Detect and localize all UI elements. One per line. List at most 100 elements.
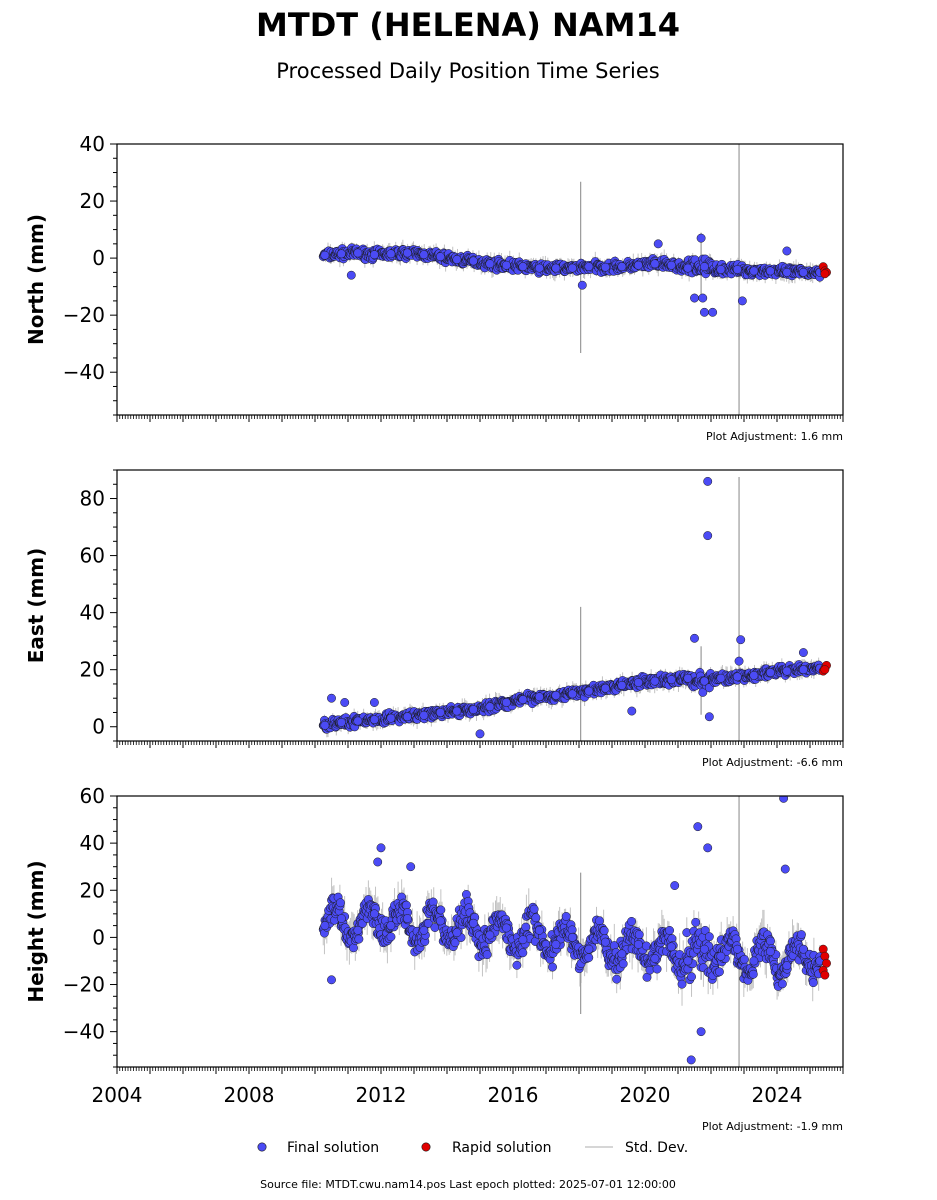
final-solution-point — [734, 656, 744, 666]
final-solution-point — [340, 698, 350, 707]
final-solution-point — [435, 252, 445, 262]
x-tick-label: 2008 — [224, 1083, 275, 1107]
final-solution-point — [452, 255, 462, 264]
x-tick-label: 2016 — [488, 1083, 539, 1107]
final-solution-point — [419, 925, 429, 935]
final-solution-point — [584, 686, 594, 696]
final-solution-point — [633, 940, 643, 949]
final-solution-point — [320, 250, 330, 260]
final-solution-point — [732, 672, 742, 682]
plot-adjustment-label: Plot Adjustment: -1.9 mm — [702, 1120, 843, 1133]
final-solution-point — [618, 959, 628, 969]
final-solution-point — [534, 925, 544, 935]
final-solution-point — [435, 916, 445, 926]
final-solution-point — [690, 633, 699, 643]
final-solution-point — [714, 967, 724, 977]
final-solution-point — [703, 476, 713, 486]
final-solution-point — [485, 259, 495, 269]
final-solution-point — [468, 705, 478, 715]
y-tick-label: −20 — [63, 303, 105, 327]
y-tick-label: 60 — [80, 784, 105, 808]
final-solution-point — [699, 944, 709, 954]
final-solution-point — [798, 267, 808, 277]
panel-frame — [116, 143, 844, 416]
final-solution-point — [567, 925, 577, 935]
final-solution-point — [518, 695, 528, 705]
final-solution-point — [423, 918, 433, 928]
final-solution-point — [600, 937, 610, 947]
final-solution-point — [518, 262, 528, 272]
final-solution-point — [765, 947, 775, 956]
figure-subtitle: Processed Daily Position Time Series — [276, 59, 660, 83]
plot-adjustment-label: Plot Adjustment: 1.6 mm — [706, 430, 843, 443]
final-solution-point — [501, 260, 511, 270]
final-solution-point — [798, 648, 808, 658]
final-solution-point — [749, 670, 759, 680]
final-solution-point — [737, 296, 747, 306]
final-solution-point — [796, 930, 806, 940]
y-tick-label: 80 — [80, 487, 105, 511]
x-tick-label: 2024 — [752, 1083, 803, 1107]
final-solution-point — [666, 675, 676, 685]
final-solution-point — [349, 943, 358, 953]
y-tick-label: 0 — [92, 246, 105, 270]
final-solution-point — [534, 263, 544, 273]
final-solution-point — [708, 307, 718, 317]
final-solution-point — [627, 916, 636, 926]
final-solution-point — [808, 978, 818, 988]
final-solution-point — [716, 265, 726, 274]
final-solution-point — [696, 1027, 706, 1037]
final-solution-point — [551, 263, 561, 273]
final-solution-point — [666, 942, 676, 952]
y-tick-label: 40 — [80, 601, 105, 625]
final-solution-point — [650, 259, 660, 269]
final-solution-point — [386, 249, 396, 259]
final-solution-point — [617, 680, 627, 690]
final-solution-point — [518, 948, 528, 958]
final-solution-point — [782, 666, 792, 676]
final-solution-point — [336, 718, 346, 727]
legend: Final solution Rapid solution Std. Dev. — [257, 1140, 688, 1156]
final-solution-point — [704, 712, 714, 722]
y-tick-label: 20 — [80, 189, 105, 213]
final-solution-point — [567, 263, 577, 273]
final-solution-point — [652, 964, 662, 974]
final-solution-point — [436, 905, 446, 915]
chart-panel-2: 0 20 40 60 80 East (mm) Plot Adjustment: -6.6 … — [24, 469, 844, 769]
legend-rapid-label: Rapid solution — [452, 1140, 552, 1156]
rapid-solution-point — [820, 970, 830, 980]
final-solution-point — [736, 635, 746, 645]
final-solution-point — [716, 951, 726, 961]
final-solution-point — [369, 715, 379, 725]
y-tick-label: −40 — [63, 360, 105, 384]
final-solution-point — [687, 972, 696, 982]
final-solution-point — [782, 246, 792, 256]
legend-rapid-marker — [421, 1142, 431, 1152]
final-solution-point — [698, 687, 708, 697]
final-solution-point — [512, 960, 522, 970]
final-solution-point — [376, 843, 386, 853]
final-solution-point — [567, 689, 577, 699]
final-solution-point — [677, 979, 687, 989]
final-solution-point — [782, 267, 792, 277]
final-solution-point — [699, 262, 709, 272]
final-solution-point — [402, 712, 412, 722]
plot-area — [318, 476, 831, 741]
final-solution-point — [686, 1055, 696, 1065]
final-solution-point — [700, 925, 710, 935]
final-solution-point — [468, 918, 478, 928]
final-solution-point — [353, 925, 363, 935]
final-solution-point — [704, 932, 714, 942]
final-solution-point — [749, 956, 759, 966]
final-solution-point — [584, 953, 594, 963]
final-solution-point — [766, 936, 775, 946]
final-solution-point — [406, 862, 416, 872]
y-tick-label: 60 — [80, 544, 105, 568]
final-solution-point — [327, 693, 336, 703]
final-solution-point — [531, 913, 541, 923]
final-solution-point — [452, 928, 462, 938]
y-tick-label: 0 — [92, 925, 105, 949]
plot-area — [318, 144, 831, 415]
final-solution-point — [600, 262, 610, 272]
